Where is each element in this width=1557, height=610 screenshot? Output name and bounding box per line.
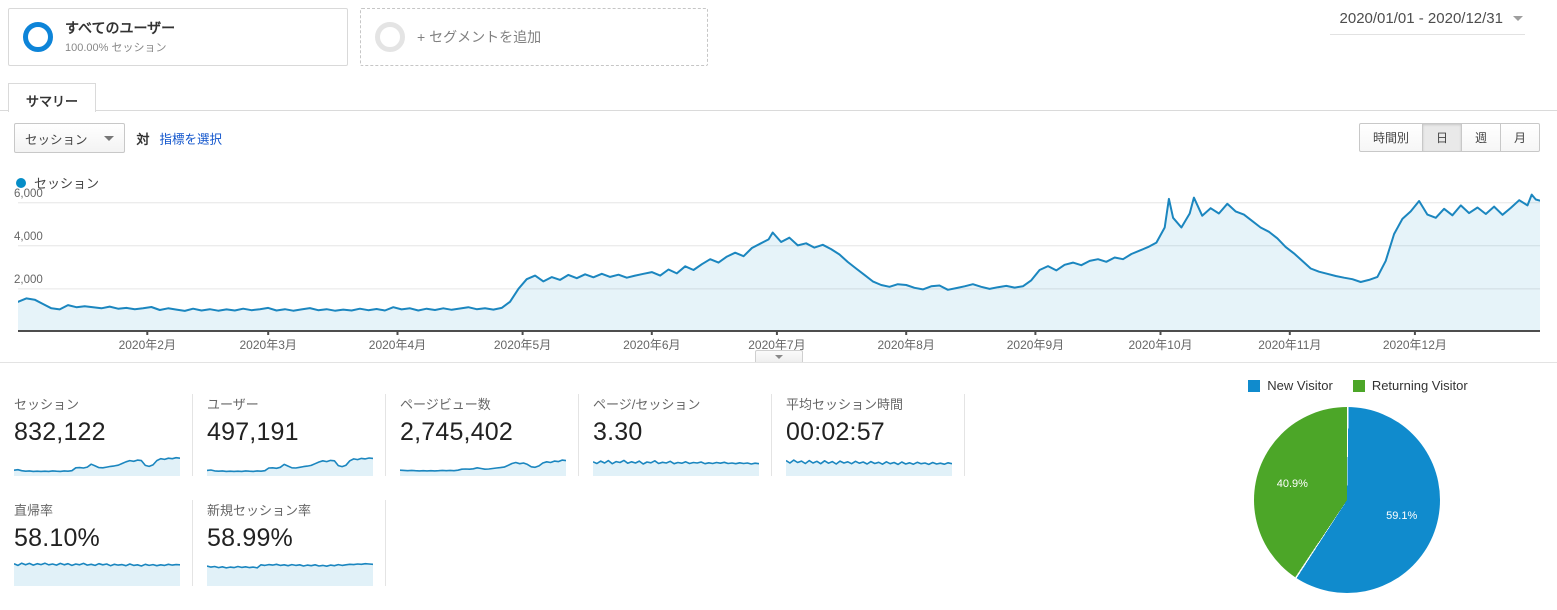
sessions-line-chart[interactable] bbox=[17, 192, 1541, 336]
date-range-selector[interactable]: 2020/01/01 - 2020/12/31 bbox=[1329, 8, 1525, 35]
x-axis-tick-label: 2020年5月 bbox=[493, 338, 552, 352]
x-axis-tick-label: 2020年4月 bbox=[368, 338, 427, 352]
card-new-session-rate[interactable]: 新規セッション率 58.99% bbox=[207, 500, 386, 586]
card-pages-per-session[interactable]: ページ/セッション 3.30 bbox=[593, 394, 772, 476]
pie-legend-item-returning[interactable]: Returning Visitor bbox=[1352, 378, 1468, 393]
tab-summary[interactable]: サマリー bbox=[8, 83, 97, 112]
sparkline bbox=[14, 562, 180, 586]
x-axis-tick-label: 2020年3月 bbox=[239, 338, 297, 352]
segment-subtitle: 100.00% セッション bbox=[65, 41, 167, 54]
tab-bar: サマリー bbox=[0, 83, 1557, 112]
granularity-month-button[interactable]: 月 bbox=[1500, 123, 1540, 152]
segment-circle-icon bbox=[23, 22, 53, 52]
pie-legend-label: New Visitor bbox=[1267, 378, 1333, 393]
card-value: 497,191 bbox=[207, 418, 299, 446]
add-segment-button[interactable]: + セグメントを追加 bbox=[360, 8, 708, 66]
legend-swatch-icon bbox=[1352, 379, 1365, 392]
card-avg-session-duration[interactable]: 平均セッション時間 00:02:57 bbox=[786, 394, 965, 476]
sparkline bbox=[207, 562, 373, 586]
date-range-text: 2020/01/01 - 2020/12/31 bbox=[1339, 10, 1503, 27]
card-bounce-rate[interactable]: 直帰率 58.10% bbox=[14, 500, 193, 586]
x-axis-tick-label: 2020年2月 bbox=[118, 338, 176, 352]
card-label: ページビュー数 bbox=[400, 397, 491, 412]
card-label: 平均セッション時間 bbox=[786, 397, 904, 412]
pie-legend: New Visitor Returning Visitor bbox=[1190, 378, 1526, 393]
segment-bar: すべてのユーザー 100.00% セッション + セグメントを追加 2020/0… bbox=[8, 8, 1557, 70]
chevron-down-icon bbox=[774, 354, 783, 359]
segment-circle-outline-icon bbox=[375, 22, 405, 52]
chart-series-legend: セッション bbox=[16, 173, 99, 192]
pie-legend-item-new[interactable]: New Visitor bbox=[1248, 378, 1333, 393]
x-axis-tick-label: 2020年9月 bbox=[1006, 338, 1065, 352]
card-value: 58.10% bbox=[14, 524, 100, 552]
card-label: ユーザー bbox=[207, 397, 259, 412]
x-axis-tick-label: 2020年8月 bbox=[877, 338, 935, 352]
sparkline bbox=[400, 459, 566, 476]
granularity-week-button[interactable]: 週 bbox=[1461, 123, 1501, 152]
card-value: 00:02:57 bbox=[786, 418, 885, 446]
x-axis-tick-label: 2020年7月 bbox=[748, 338, 806, 352]
sparkline bbox=[593, 459, 759, 476]
card-value: 58.99% bbox=[207, 524, 293, 552]
sparkline bbox=[786, 459, 952, 476]
card-value: 832,122 bbox=[14, 418, 106, 446]
card-value: 2,745,402 bbox=[400, 418, 514, 446]
card-label: 直帰率 bbox=[14, 503, 54, 518]
pie-slice-label: 40.9% bbox=[1276, 477, 1308, 490]
granularity-hourly-button[interactable]: 時間別 bbox=[1358, 123, 1423, 152]
line-chart-canvas bbox=[17, 193, 1541, 335]
chevron-down-icon bbox=[103, 135, 114, 141]
scorecard-row-1: セッション 832,122 ユーザー 497,191 ページビュー数 2,745… bbox=[14, 394, 1074, 476]
card-value: 3.30 bbox=[593, 418, 643, 446]
card-label: 新規セッション率 bbox=[207, 503, 312, 518]
chart-controls: セッション 対指標を選択 時間別 日 週 月 bbox=[14, 123, 1540, 155]
granularity-button-group: 時間別 日 週 月 bbox=[1358, 123, 1540, 152]
segment-all-users-card[interactable]: すべてのユーザー 100.00% セッション bbox=[8, 8, 348, 66]
card-label: セッション bbox=[14, 397, 80, 412]
card-sessions[interactable]: セッション 832,122 bbox=[14, 394, 193, 476]
chevron-down-icon bbox=[1513, 16, 1523, 21]
vs-label: 対 bbox=[136, 131, 150, 147]
segment-title: すべてのユーザー bbox=[65, 19, 176, 36]
granularity-day-button[interactable]: 日 bbox=[1422, 123, 1462, 152]
x-axis-tick-label: 2020年11月 bbox=[1258, 338, 1322, 352]
scorecard-row-2: 直帰率 58.10% 新規セッション率 58.99% bbox=[14, 500, 1074, 586]
card-users[interactable]: ユーザー 497,191 bbox=[207, 394, 386, 476]
legend-swatch-icon bbox=[1248, 379, 1261, 392]
scorecards: セッション 832,122 ユーザー 497,191 ページビュー数 2,745… bbox=[14, 394, 1074, 610]
card-label: ページ/セッション bbox=[593, 397, 701, 412]
pie-legend-label: Returning Visitor bbox=[1371, 378, 1468, 393]
x-axis-labels: 2020年2月 2020年3月 2020年4月 2020年5月 2020年6月 2020年… bbox=[18, 336, 1540, 352]
sparkline bbox=[14, 456, 180, 476]
x-axis-tick-label: 2020年12月 bbox=[1382, 338, 1447, 352]
metric-select-value: セッション bbox=[25, 132, 88, 147]
visitor-type-pie-chart[interactable]: 59.1% 40.9% bbox=[1254, 407, 1440, 593]
metric-select-dropdown[interactable]: セッション bbox=[14, 123, 125, 153]
collapse-chart-button[interactable] bbox=[754, 350, 803, 362]
series-legend-label: セッション bbox=[34, 176, 100, 191]
choose-metric-link[interactable]: 指標を選択 bbox=[159, 132, 223, 147]
chart-footer-divider bbox=[0, 350, 1557, 363]
series-dot-icon bbox=[16, 177, 26, 188]
x-axis-tick-label: 2020年10月 bbox=[1128, 338, 1193, 352]
visitor-type-pie-section: New Visitor Returning Visitor 59.1% 40.9% bbox=[1190, 378, 1526, 593]
add-segment-label: + セグメントを追加 bbox=[417, 29, 542, 45]
card-pageviews[interactable]: ページビュー数 2,745,402 bbox=[400, 394, 579, 476]
sparkline bbox=[207, 457, 373, 476]
pie-slice-label: 59.1% bbox=[1386, 510, 1418, 523]
x-axis-tick-label: 2020年6月 bbox=[623, 338, 681, 352]
